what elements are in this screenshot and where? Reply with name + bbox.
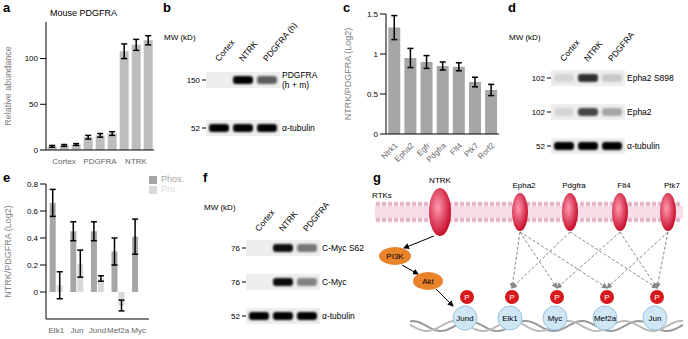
svg-text:Myc: Myc xyxy=(548,314,563,323)
svg-text:P: P xyxy=(654,293,659,302)
svg-text:Epha2: Epha2 xyxy=(393,141,416,164)
svg-text:P: P xyxy=(464,293,469,302)
svg-text:P: P xyxy=(509,293,514,302)
svg-text:0.6: 0.6 xyxy=(27,207,39,216)
svg-text:0: 0 xyxy=(34,288,39,297)
svg-text:0.2: 0.2 xyxy=(27,261,39,270)
svg-text:102: 102 xyxy=(532,108,546,117)
svg-text:Ptk7: Ptk7 xyxy=(462,141,481,159)
svg-text:150: 150 xyxy=(187,76,201,85)
svg-text:NTRK: NTRK xyxy=(277,209,300,233)
svg-text:α-tubulin: α-tubulin xyxy=(627,141,660,151)
svg-text:NTRK: NTRK xyxy=(429,176,451,185)
svg-text:Egfr: Egfr xyxy=(415,141,432,158)
svg-text:102: 102 xyxy=(532,74,546,83)
html-text:Mouse PDGFRA: Mouse PDGFRA xyxy=(50,8,117,18)
svg-text:52: 52 xyxy=(231,312,240,321)
svg-text:MW (kD): MW (kD) xyxy=(509,33,541,42)
svg-text:Jund: Jund xyxy=(456,314,473,323)
svg-text:Rorf2: Rorf2 xyxy=(476,141,497,162)
svg-text:50: 50 xyxy=(29,100,38,109)
svg-text:100: 100 xyxy=(25,54,39,63)
svg-text:Epha2 S898: Epha2 S898 xyxy=(627,73,674,83)
svg-text:Myc: Myc xyxy=(131,326,146,335)
svg-text:Mef2a: Mef2a xyxy=(594,314,617,323)
svg-text:76: 76 xyxy=(231,244,240,253)
svg-text:C-Myc S62: C-Myc S62 xyxy=(322,243,364,253)
svg-text:Epha2: Epha2 xyxy=(627,107,652,117)
html-text:b: b xyxy=(163,0,171,15)
svg-text:52: 52 xyxy=(536,142,545,151)
svg-text:Cortex: Cortex xyxy=(52,157,76,166)
svg-text:52: 52 xyxy=(191,124,200,133)
svg-text:Ntrk1: Ntrk1 xyxy=(379,141,400,161)
html-text:Phos.: Phos. xyxy=(161,174,184,184)
svg-text:Pdgfra: Pdgfra xyxy=(562,181,586,190)
svg-text:0.8: 0.8 xyxy=(27,180,39,189)
svg-text:Elk1: Elk1 xyxy=(49,326,65,335)
svg-text:1.5: 1.5 xyxy=(367,10,379,19)
html-text:Pro.: Pro. xyxy=(161,184,178,194)
svg-text:Mef2a: Mef2a xyxy=(107,326,130,335)
html-text:f: f xyxy=(203,170,208,185)
svg-text:α-tubulin: α-tubulin xyxy=(322,311,355,321)
svg-text:Jun: Jun xyxy=(70,326,83,335)
svg-text:1: 1 xyxy=(374,50,379,59)
svg-text:Flt4: Flt4 xyxy=(617,181,631,190)
svg-text:Cortex: Cortex xyxy=(558,37,582,63)
svg-text:MW (kD): MW (kD) xyxy=(204,203,236,212)
svg-text:PDGFRA: PDGFRA xyxy=(301,199,332,233)
svg-text:76: 76 xyxy=(231,278,240,287)
svg-text:Jund: Jund xyxy=(89,326,106,335)
svg-text:C-Myc: C-Myc xyxy=(322,277,347,287)
svg-text:0: 0 xyxy=(374,130,379,139)
svg-text:0: 0 xyxy=(34,146,39,155)
svg-text:α-tubulin: α-tubulin xyxy=(282,123,315,133)
svg-text:Ptk7: Ptk7 xyxy=(664,181,681,190)
svg-text:Flt4: Flt4 xyxy=(448,141,464,157)
html-text:e: e xyxy=(3,170,11,185)
svg-text:Epha2: Epha2 xyxy=(512,181,536,190)
svg-text:PDGFRA(h + m): PDGFRA(h + m) xyxy=(282,70,318,90)
svg-text:Akt: Akt xyxy=(422,277,434,286)
svg-text:0.4: 0.4 xyxy=(27,234,39,243)
svg-text:Relative abundance: Relative abundance xyxy=(3,46,13,126)
html-text:c: c xyxy=(343,0,351,15)
svg-text:NTRK/PDGFRA (Log2): NTRK/PDGFRA (Log2) xyxy=(343,28,353,121)
svg-text:Jun: Jun xyxy=(649,314,662,323)
html-text:d: d xyxy=(508,0,516,15)
svg-text:RTKs: RTKs xyxy=(372,191,392,200)
svg-text:Cortex: Cortex xyxy=(253,207,277,233)
svg-text:Cortex: Cortex xyxy=(213,37,237,63)
svg-text:NTRK: NTRK xyxy=(237,39,260,63)
html-text:g: g xyxy=(373,170,381,185)
svg-text:0.5: 0.5 xyxy=(367,90,379,99)
svg-text:MW (kD): MW (kD) xyxy=(164,33,196,42)
svg-text:PDGFRA: PDGFRA xyxy=(83,157,117,166)
svg-text:P: P xyxy=(604,293,609,302)
html-text:a: a xyxy=(3,0,11,15)
svg-text:Pdgfra: Pdgfra xyxy=(425,141,448,164)
svg-text:PDGFRA (h): PDGFRA (h) xyxy=(261,20,299,63)
svg-text:NTRK/PDGFRA (Log2): NTRK/PDGFRA (Log2) xyxy=(3,205,13,298)
svg-text:P: P xyxy=(554,293,559,302)
svg-text:NTRK: NTRK xyxy=(125,157,147,166)
svg-text:NTRK: NTRK xyxy=(582,39,605,63)
svg-text:PDGFRA: PDGFRA xyxy=(606,29,637,63)
svg-text:PI3K: PI3K xyxy=(386,252,404,261)
svg-text:Elk1: Elk1 xyxy=(502,314,518,323)
